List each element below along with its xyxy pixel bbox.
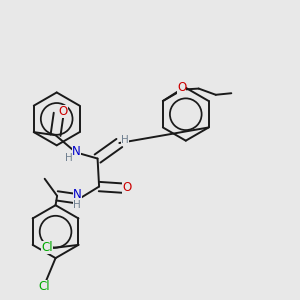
Text: H: H bbox=[121, 135, 129, 145]
Text: N: N bbox=[72, 145, 81, 158]
Text: Cl: Cl bbox=[39, 280, 50, 292]
Text: O: O bbox=[177, 81, 186, 94]
Text: H: H bbox=[74, 200, 81, 210]
Text: O: O bbox=[122, 181, 131, 194]
Text: H: H bbox=[65, 153, 73, 163]
Text: N: N bbox=[73, 188, 82, 201]
Text: O: O bbox=[59, 105, 68, 119]
Text: Cl: Cl bbox=[41, 242, 52, 254]
